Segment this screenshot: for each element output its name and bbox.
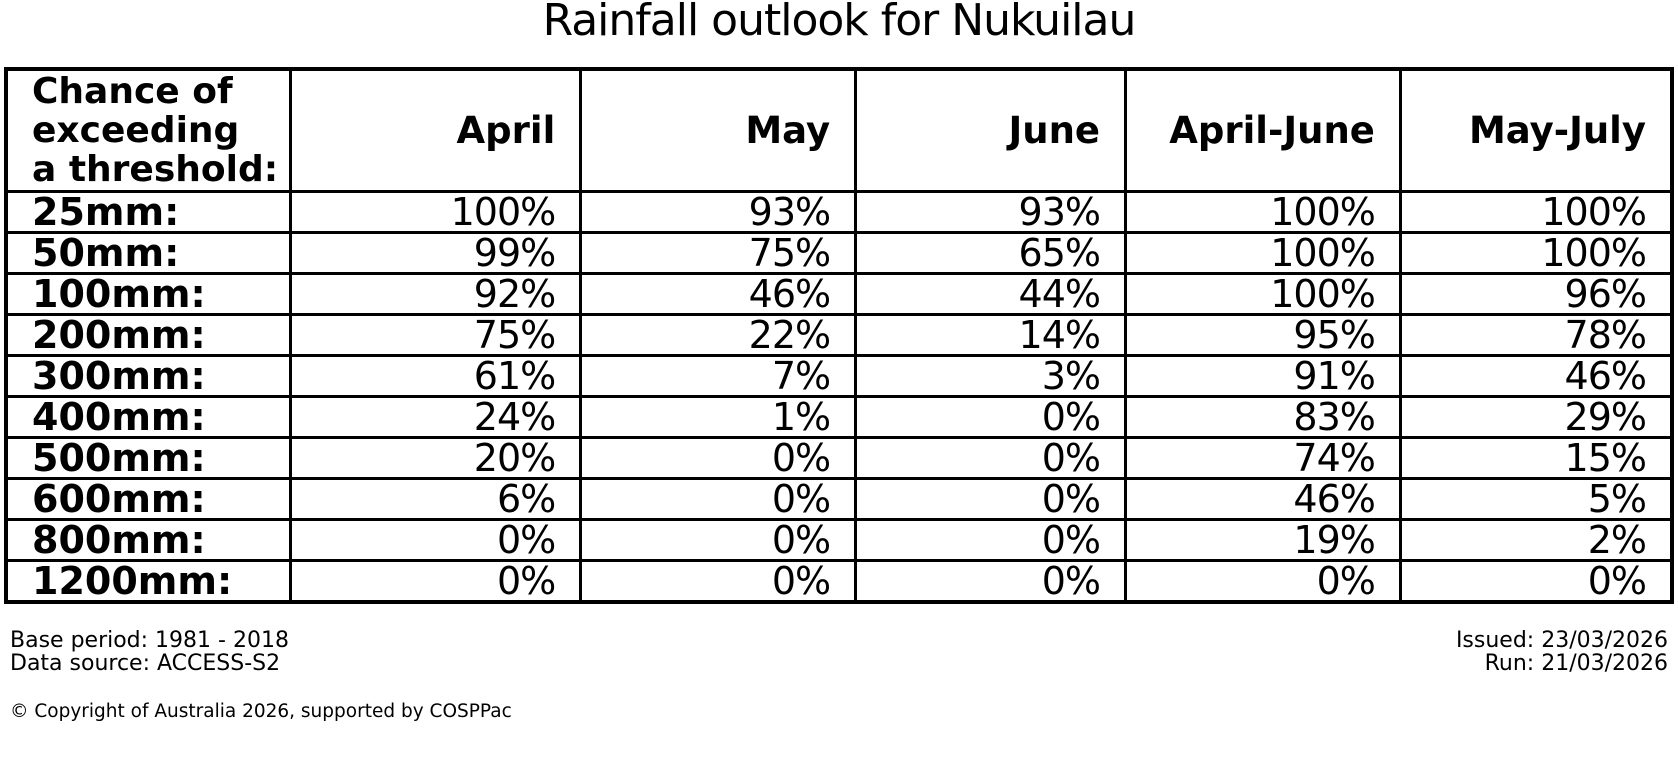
value-cell: 99% [289, 231, 583, 275]
value-cell: 44% [854, 272, 1128, 316]
value-cell: 100% [1124, 190, 1402, 234]
footer: Base period: 1981 - 2018 Data source: AC… [10, 628, 1668, 676]
value-cell: 100% [1124, 231, 1402, 275]
value-cell: 75% [579, 231, 858, 275]
threshold-label: 200mm: [4, 313, 293, 357]
value-cell: 93% [854, 190, 1128, 234]
threshold-label: 25mm: [4, 190, 293, 234]
threshold-label: 100mm: [4, 272, 293, 316]
column-header-april-june: April-June [1124, 67, 1402, 193]
threshold-header-line: a threshold: [32, 149, 279, 190]
threshold-header-line: exceeding [32, 110, 240, 151]
value-cell: 0% [854, 436, 1128, 480]
column-header-may-july: May-July [1398, 67, 1674, 193]
table-row: 25mm: 100% 93% 93% 100% 100% [4, 190, 1674, 234]
base-period-text: Base period: 1981 - 2018 [10, 628, 289, 653]
threshold-label: 1200mm: [4, 559, 293, 604]
value-cell: 100% [1124, 272, 1402, 316]
column-header-may: May [579, 67, 858, 193]
value-cell: 100% [289, 190, 583, 234]
value-cell: 61% [289, 354, 583, 398]
value-cell: 83% [1124, 395, 1402, 439]
value-cell: 91% [1124, 354, 1402, 398]
value-cell: 0% [579, 559, 858, 604]
table-row: 50mm: 99% 75% 65% 100% 100% [4, 231, 1674, 275]
column-header-june: June [854, 67, 1128, 193]
threshold-label: 600mm: [4, 477, 293, 521]
table-row: 300mm: 61% 7% 3% 91% 46% [4, 354, 1674, 398]
table-row: 400mm: 24% 1% 0% 83% 29% [4, 395, 1674, 439]
page-title: Rainfall outlook for Nukuilau [542, 0, 1137, 46]
table-row: 200mm: 75% 22% 14% 95% 78% [4, 313, 1674, 357]
value-cell: 1% [579, 395, 858, 439]
value-cell: 0% [1124, 559, 1402, 604]
header-row: Chance of exceeding a threshold: April M… [4, 67, 1674, 193]
run-date-text: Run: 21/03/2026 [1484, 650, 1668, 676]
value-cell: 100% [1398, 190, 1674, 234]
value-cell: 0% [289, 559, 583, 604]
value-cell: 29% [1398, 395, 1674, 439]
value-cell: 46% [1124, 477, 1402, 521]
value-cell: 100% [1398, 231, 1674, 275]
threshold-label: 50mm: [4, 231, 293, 275]
value-cell: 7% [579, 354, 858, 398]
value-cell: 0% [289, 518, 583, 562]
value-cell: 0% [1398, 559, 1674, 604]
data-source-text: Data source: ACCESS-S2 [10, 650, 281, 676]
value-cell: 14% [854, 313, 1128, 357]
value-cell: 96% [1398, 272, 1674, 316]
value-cell: 92% [289, 272, 583, 316]
value-cell: 0% [854, 395, 1128, 439]
value-cell: 20% [289, 436, 583, 480]
footer-right: Issued: 23/03/2026 Run: 21/03/2026 [1455, 628, 1668, 676]
threshold-label: 500mm: [4, 436, 293, 480]
table-row: 800mm: 0% 0% 0% 19% 2% [4, 518, 1674, 562]
value-cell: 65% [854, 231, 1128, 275]
table-row: 600mm: 6% 0% 0% 46% 5% [4, 477, 1674, 521]
value-cell: 46% [579, 272, 858, 316]
value-cell: 2% [1398, 518, 1674, 562]
value-cell: 0% [579, 518, 858, 562]
value-cell: 95% [1124, 313, 1402, 357]
threshold-label: 400mm: [4, 395, 293, 439]
table-row: 1200mm: 0% 0% 0% 0% 0% [4, 559, 1674, 604]
value-cell: 78% [1398, 313, 1674, 357]
column-header-april: April [289, 67, 583, 193]
threshold-header-line: Chance of [32, 71, 233, 112]
value-cell: 93% [579, 190, 858, 234]
copyright-text: © Copyright of Australia 2026, supported… [10, 701, 512, 722]
value-cell: 0% [579, 477, 858, 521]
issued-date-text: Issued: 23/03/2026 [1455, 628, 1668, 653]
value-cell: 0% [854, 477, 1128, 521]
threshold-label: 800mm: [4, 518, 293, 562]
rainfall-table: Chance of exceeding a threshold: April M… [4, 67, 1674, 604]
value-cell: 15% [1398, 436, 1674, 480]
value-cell: 0% [854, 518, 1128, 562]
value-cell: 0% [579, 436, 858, 480]
threshold-label: 300mm: [4, 354, 293, 398]
value-cell: 0% [854, 559, 1128, 604]
value-cell: 74% [1124, 436, 1402, 480]
value-cell: 46% [1398, 354, 1674, 398]
value-cell: 3% [854, 354, 1128, 398]
table-row: 500mm: 20% 0% 0% 74% 15% [4, 436, 1674, 480]
threshold-header-cell: Chance of exceeding a threshold: [4, 67, 293, 193]
table-row: 100mm: 92% 46% 44% 100% 96% [4, 272, 1674, 316]
value-cell: 5% [1398, 477, 1674, 521]
value-cell: 19% [1124, 518, 1402, 562]
footer-left: Base period: 1981 - 2018 Data source: AC… [10, 628, 289, 676]
value-cell: 75% [289, 313, 583, 357]
value-cell: 22% [579, 313, 858, 357]
value-cell: 24% [289, 395, 583, 439]
value-cell: 6% [289, 477, 583, 521]
